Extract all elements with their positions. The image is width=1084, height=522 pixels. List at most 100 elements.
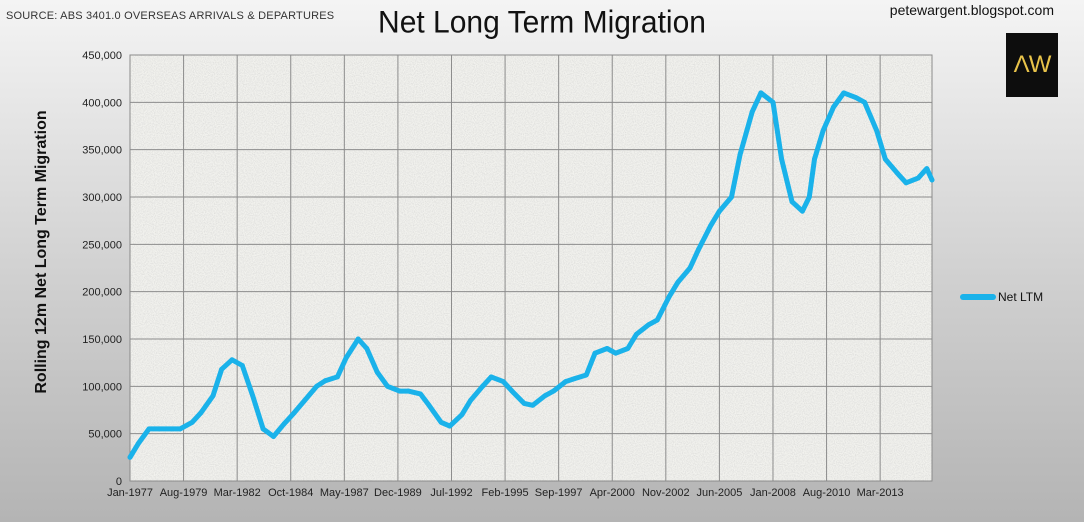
data-point <box>717 208 722 214</box>
data-point <box>895 170 900 176</box>
data-point <box>459 412 465 418</box>
data-point <box>385 383 390 389</box>
data-point <box>551 388 556 394</box>
y-tick-label: 50,000 <box>88 429 122 441</box>
data-point <box>509 388 515 394</box>
x-tick-label: Jul-1992 <box>430 487 472 499</box>
data-point <box>374 369 380 375</box>
data-point <box>625 346 631 351</box>
data-point <box>314 383 320 389</box>
data-point <box>571 376 577 382</box>
x-tick-label: Oct-1984 <box>268 487 313 499</box>
data-point <box>687 265 693 271</box>
data-point <box>770 99 776 105</box>
data-point <box>229 357 235 363</box>
x-tick-label: Mar-1982 <box>214 487 261 499</box>
data-point <box>675 279 681 285</box>
data-point <box>924 166 930 172</box>
data-point <box>729 194 734 200</box>
x-tick-label: Sep-1997 <box>535 487 583 499</box>
x-tick-label: Feb-1995 <box>482 487 529 499</box>
x-tick-label: May-1987 <box>320 487 369 499</box>
chart-source: SOURCE: ABS 3401.0 OVERSEAS ARRIVALS & D… <box>6 10 335 22</box>
y-tick-label: 300,000 <box>82 192 122 204</box>
data-point <box>281 421 287 427</box>
data-point <box>271 434 276 439</box>
data-point <box>438 419 444 425</box>
data-point <box>812 156 817 162</box>
data-point <box>426 402 432 408</box>
data-point <box>831 104 836 110</box>
x-tick-label: Dec-1989 <box>374 487 422 499</box>
x-tick-label: Aug-1979 <box>160 487 208 499</box>
data-point <box>219 366 225 372</box>
data-point <box>291 410 297 416</box>
data-point <box>521 400 527 406</box>
data-point <box>634 331 639 337</box>
data-point <box>189 419 195 425</box>
y-tick-label: 350,000 <box>82 145 122 157</box>
data-point <box>210 393 216 399</box>
x-tick-label: Apr-2000 <box>590 487 635 499</box>
data-point <box>806 194 812 200</box>
data-point <box>853 95 859 100</box>
data-point <box>343 355 349 361</box>
data-point <box>488 374 494 380</box>
x-tick-label: Jun-2005 <box>696 487 742 499</box>
data-point <box>666 294 672 299</box>
plot-area-texture <box>130 55 932 481</box>
data-point <box>322 378 328 384</box>
data-point <box>530 402 536 408</box>
data-point <box>820 128 826 134</box>
y-tick-label: 0 <box>116 476 122 488</box>
data-point <box>480 383 486 389</box>
chart-legend: Net LTM <box>960 290 1043 304</box>
data-point <box>563 379 568 384</box>
data-point <box>799 208 805 214</box>
y-tick-label: 250,000 <box>82 239 122 251</box>
data-point <box>405 388 411 394</box>
data-point <box>646 322 651 328</box>
data-point <box>915 175 921 181</box>
data-point <box>364 346 370 351</box>
x-tick-label: Mar-2013 <box>857 487 904 499</box>
data-point <box>779 156 785 162</box>
data-point <box>198 410 204 416</box>
data-point <box>737 152 743 157</box>
plot-area-border <box>129 54 933 482</box>
data-point <box>146 426 152 432</box>
data-point <box>500 379 506 384</box>
data-point <box>355 336 361 342</box>
data-point <box>239 363 245 368</box>
data-point <box>335 374 340 380</box>
data-point <box>841 90 847 96</box>
data-point <box>169 426 174 432</box>
data-point <box>260 426 266 432</box>
data-point <box>592 350 598 356</box>
data-point <box>302 398 307 403</box>
data-point <box>882 156 888 162</box>
data-point <box>127 454 133 460</box>
data-point <box>613 350 619 356</box>
y-tick-label: 150,000 <box>82 334 122 346</box>
data-point <box>136 440 142 446</box>
data-point <box>874 128 880 134</box>
data-point <box>583 372 589 378</box>
x-tick-label: Jan-1977 <box>107 487 153 499</box>
data-point <box>758 90 764 96</box>
y-tick-label: 450,000 <box>82 50 122 62</box>
data-point <box>604 346 610 351</box>
data-point <box>708 223 714 228</box>
legend-label-net-ltm: Net LTM <box>998 290 1044 304</box>
data-point <box>250 393 256 399</box>
y-tick-label: 100,000 <box>82 381 122 393</box>
legend-swatch-net-ltm <box>960 294 996 300</box>
aw-logo: ΛW <box>1006 33 1058 97</box>
data-point <box>929 177 935 183</box>
site-url: petewargent.blogspot.com <box>889 2 1054 18</box>
data-point <box>654 317 660 323</box>
data-point <box>542 393 548 399</box>
data-point <box>696 246 702 252</box>
